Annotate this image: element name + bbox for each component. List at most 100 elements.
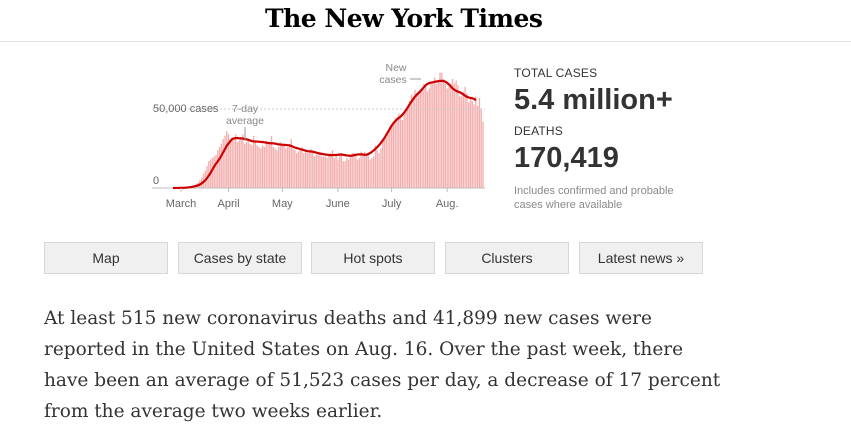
tab-hot-spots[interactable]: Hot spots [311, 242, 435, 274]
chart-bar [430, 83, 432, 188]
new-cases-annotation-line2: cases [379, 74, 406, 86]
chart-bar [249, 143, 251, 188]
new-cases-annotation-line1: New [385, 62, 406, 74]
chart-bar [410, 94, 413, 188]
nyt-logo[interactable]: The New York Times [265, 4, 543, 33]
chart-bar [459, 96, 461, 188]
chart-bar [226, 131, 228, 188]
chart-bar [346, 157, 348, 188]
chart-bar [288, 145, 291, 188]
x-tick-label: March [166, 198, 197, 210]
chart-bar [243, 143, 246, 188]
chart-bar [317, 154, 319, 188]
chart-bar [269, 142, 271, 188]
chart-bar [451, 78, 454, 188]
average-annotation: 7-day average [226, 103, 264, 141]
chart-bar [283, 145, 285, 188]
chart-bar [286, 146, 289, 188]
masthead: The New York Times [0, 0, 851, 42]
chart-bar [367, 154, 370, 188]
chart-bar [213, 156, 215, 188]
chart-bar [349, 156, 352, 188]
chart-bar [256, 145, 258, 188]
chart-bar [441, 72, 443, 188]
chart-bar [364, 151, 366, 188]
chart-bar [356, 159, 359, 188]
chart-bar [329, 153, 332, 188]
chart-bar [450, 83, 452, 188]
chart-bar [299, 148, 301, 188]
chart-bar [326, 157, 328, 188]
chart-bar [224, 135, 226, 188]
chart-bar [389, 127, 391, 188]
chart-bar [227, 134, 230, 188]
tab-clusters[interactable]: Clusters [445, 242, 569, 274]
chart-bar [365, 153, 368, 188]
total-cases-value: 5.4 million+ [514, 84, 673, 116]
chart-bar [319, 151, 321, 188]
chart-bar [442, 78, 445, 188]
chart-bar [313, 156, 316, 188]
x-tick-label: July [382, 198, 402, 210]
chart-bar [394, 118, 396, 188]
chart-bar [399, 118, 402, 188]
x-tick-label: June [326, 198, 350, 210]
chart-bar [412, 96, 414, 188]
chart-bar [233, 139, 235, 188]
chart-bar [217, 150, 219, 188]
chart-bar [285, 148, 287, 188]
tab-map[interactable]: Map [44, 242, 168, 274]
chart-bar [290, 139, 292, 188]
chart-bar [435, 83, 438, 188]
chart-bar [333, 157, 335, 188]
chart-bar [387, 134, 389, 188]
chart-bar [306, 153, 309, 188]
chart-bar [328, 154, 330, 188]
chart-bar [294, 150, 296, 188]
chart-bar [426, 91, 429, 188]
x-tick-label: April [218, 198, 240, 210]
chart-bar [401, 120, 404, 188]
chart-bar [374, 145, 377, 188]
chart-bar [312, 151, 314, 188]
chart-bar [407, 105, 409, 188]
chart-bar [417, 91, 420, 188]
chart-bar [448, 86, 450, 188]
chart-bar [247, 139, 249, 188]
chart-bar [331, 150, 334, 188]
chart-bar [462, 91, 464, 188]
chart-bar [292, 148, 294, 188]
chart-bar [424, 85, 427, 188]
x-tick-label: May [272, 198, 293, 210]
chart-bar [432, 83, 434, 188]
chart-bar [211, 157, 214, 188]
chart-bar [270, 135, 273, 188]
total-cases-label: TOTAL CASES [514, 66, 598, 80]
chart-bar [475, 96, 477, 188]
chart-bar [238, 140, 240, 188]
chart-bar [398, 113, 400, 188]
stats-panel: TOTAL CASES 5.4 million+ DEATHS 170,419 … [514, 66, 764, 212]
tab-cases-by-state[interactable]: Cases by state [178, 242, 302, 274]
chart-bar [482, 121, 484, 188]
y-tick-label-50000: 50,000 cases [153, 103, 219, 115]
chart-bar [252, 135, 255, 188]
chart-bar [455, 80, 457, 188]
chart-bar [315, 154, 318, 188]
chart-bar [446, 88, 448, 188]
chart-bar [251, 145, 253, 188]
deaths-value: 170,419 [514, 142, 619, 174]
chart-bar [304, 151, 307, 188]
chart-bar [245, 142, 248, 188]
chart-bar [464, 86, 466, 188]
chart-bar [337, 159, 339, 188]
chart-bar [428, 88, 430, 188]
x-tick-label: Aug. [436, 198, 459, 210]
deaths-label: DEATHS [514, 124, 563, 138]
chart-bar [344, 161, 346, 188]
cases-chart: 50,000 cases 0 7-day average New cases M… [140, 55, 500, 215]
chart-bar [403, 110, 405, 188]
chart-bar [279, 142, 282, 188]
chart-bar [338, 154, 341, 188]
tab-latest-news[interactable]: Latest news » [579, 242, 703, 274]
